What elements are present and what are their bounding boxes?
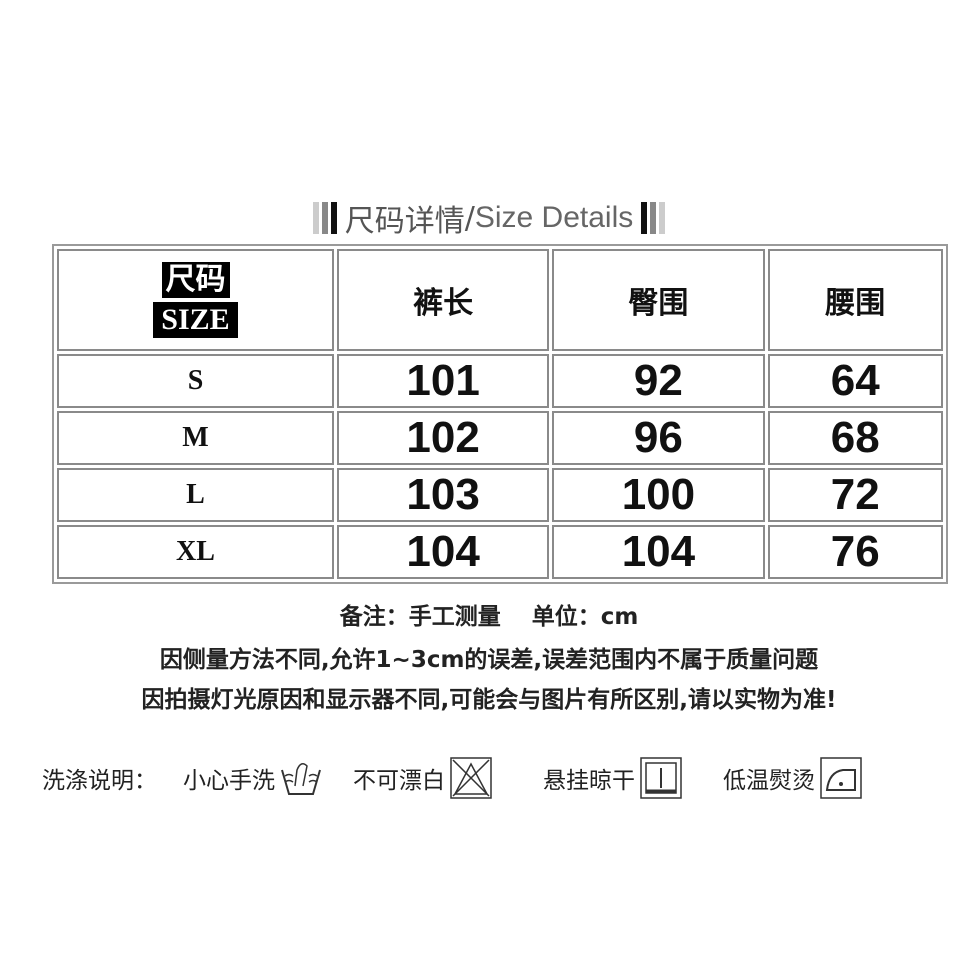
size-table: 尺码 SIZE 裤长 臀围 腰围 S 101 92 64 M 102 96 68… (52, 244, 948, 584)
value-cell: 102 (337, 411, 550, 465)
value-cell: 76 (767, 525, 943, 579)
value-cell: 96 (552, 411, 765, 465)
care-text: 低温熨烫 (723, 768, 815, 794)
care-text: 悬挂晾干 (543, 768, 635, 794)
care-text: 小心手洗 (183, 768, 275, 794)
decor-bars-icon (312, 202, 337, 234)
value-cell: 101 (337, 354, 550, 408)
size-cell: L (57, 468, 334, 522)
note-tolerance: 因侧量方法不同,允许1~3cm的误差,误差范围内不属于质量问题 (159, 647, 819, 673)
hand-wash-icon (281, 763, 321, 795)
header-length: 裤长 (337, 249, 550, 351)
value-cell: 100 (552, 468, 765, 522)
value-cell: 104 (552, 525, 765, 579)
header-hip: 臀围 (552, 249, 765, 351)
no-bleach-icon (450, 757, 492, 799)
low-iron-icon (820, 757, 862, 799)
table-row: XL 104 104 76 (57, 525, 943, 579)
page-title: 尺码详情 / Size Details (0, 196, 978, 240)
size-cell: XL (57, 525, 334, 579)
care-label: 洗涤说明： (42, 768, 157, 794)
decor-bars-icon (641, 202, 666, 234)
hang-dry-icon (640, 757, 682, 799)
corner-en: SIZE (153, 302, 238, 338)
corner-zh: 尺码 (161, 262, 230, 298)
care-instructions: 洗涤说明： 小心手洗 不可漂白 悬挂晾干 低温熨烫 (42, 756, 863, 800)
value-cell: 68 (767, 411, 943, 465)
title-en: Size Details (474, 201, 634, 234)
table-row: L 103 100 72 (57, 468, 943, 522)
care-text: 不可漂白 (353, 768, 445, 794)
value-cell: 92 (552, 354, 765, 408)
title-sep: / (464, 200, 475, 236)
size-cell: S (57, 354, 334, 408)
header-waist: 腰围 (767, 249, 943, 351)
size-cell: M (57, 411, 334, 465)
value-cell: 72 (767, 468, 943, 522)
care-item: 不可漂白 (353, 756, 493, 800)
table-row: S 101 92 64 (57, 354, 943, 408)
table-header-row: 尺码 SIZE 裤长 臀围 腰围 (57, 249, 943, 351)
note-color: 因拍摄灯光原因和显示器不同,可能会与图片有所区别,请以实物为准! (141, 687, 837, 713)
value-cell: 64 (767, 354, 943, 408)
title-zh: 尺码详情 (344, 204, 465, 239)
care-item: 低温熨烫 (723, 756, 863, 800)
care-item: 悬挂晾干 (543, 756, 683, 800)
note-measurement: 备注：手工测量 单位：cm (339, 604, 639, 630)
value-cell: 104 (337, 525, 550, 579)
value-cell: 103 (337, 468, 550, 522)
table-row: M 102 96 68 (57, 411, 943, 465)
corner-cell: 尺码 SIZE (57, 249, 334, 351)
care-item: 小心手洗 (183, 756, 323, 800)
